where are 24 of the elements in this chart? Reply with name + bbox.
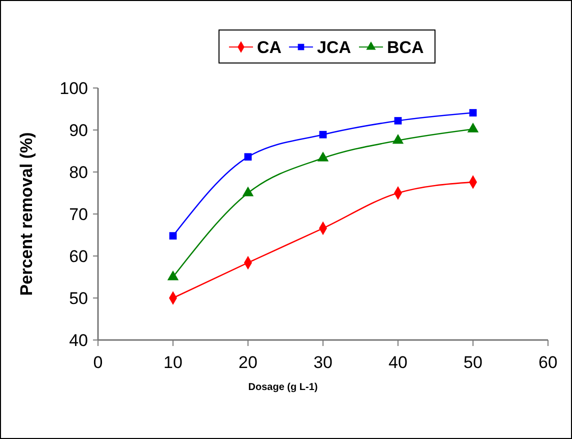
point bbox=[319, 130, 327, 138]
x-tick-label: 10 bbox=[164, 353, 182, 372]
y-tick-label: 50 bbox=[69, 288, 88, 308]
x-tick-label: 40 bbox=[388, 353, 408, 372]
x-tick-label: 30 bbox=[314, 353, 332, 372]
point bbox=[169, 232, 177, 240]
point bbox=[244, 153, 252, 161]
x-tick-label: 50 bbox=[464, 353, 482, 372]
y-tick-label: 80 bbox=[69, 162, 88, 182]
y-tick-label: 90 bbox=[69, 120, 88, 140]
legend-label: JCA bbox=[317, 38, 352, 57]
y-tick-label: 70 bbox=[69, 204, 88, 224]
y-axis-title: Percent removal (%) bbox=[17, 132, 36, 296]
x-tick-label: 0 bbox=[93, 353, 103, 372]
y-tick-label: 40 bbox=[69, 330, 88, 350]
y-tick-label: 100 bbox=[60, 78, 88, 98]
legend-label: CA bbox=[257, 38, 282, 57]
y-tick-label: 60 bbox=[69, 246, 88, 266]
point bbox=[394, 117, 402, 124]
x-tick-label: 20 bbox=[238, 353, 258, 372]
legend-label: BCA bbox=[387, 38, 424, 57]
x-axis-title: Dosage (g L-1) bbox=[248, 382, 318, 393]
point bbox=[469, 109, 477, 116]
x-tick-label: 60 bbox=[538, 353, 558, 372]
